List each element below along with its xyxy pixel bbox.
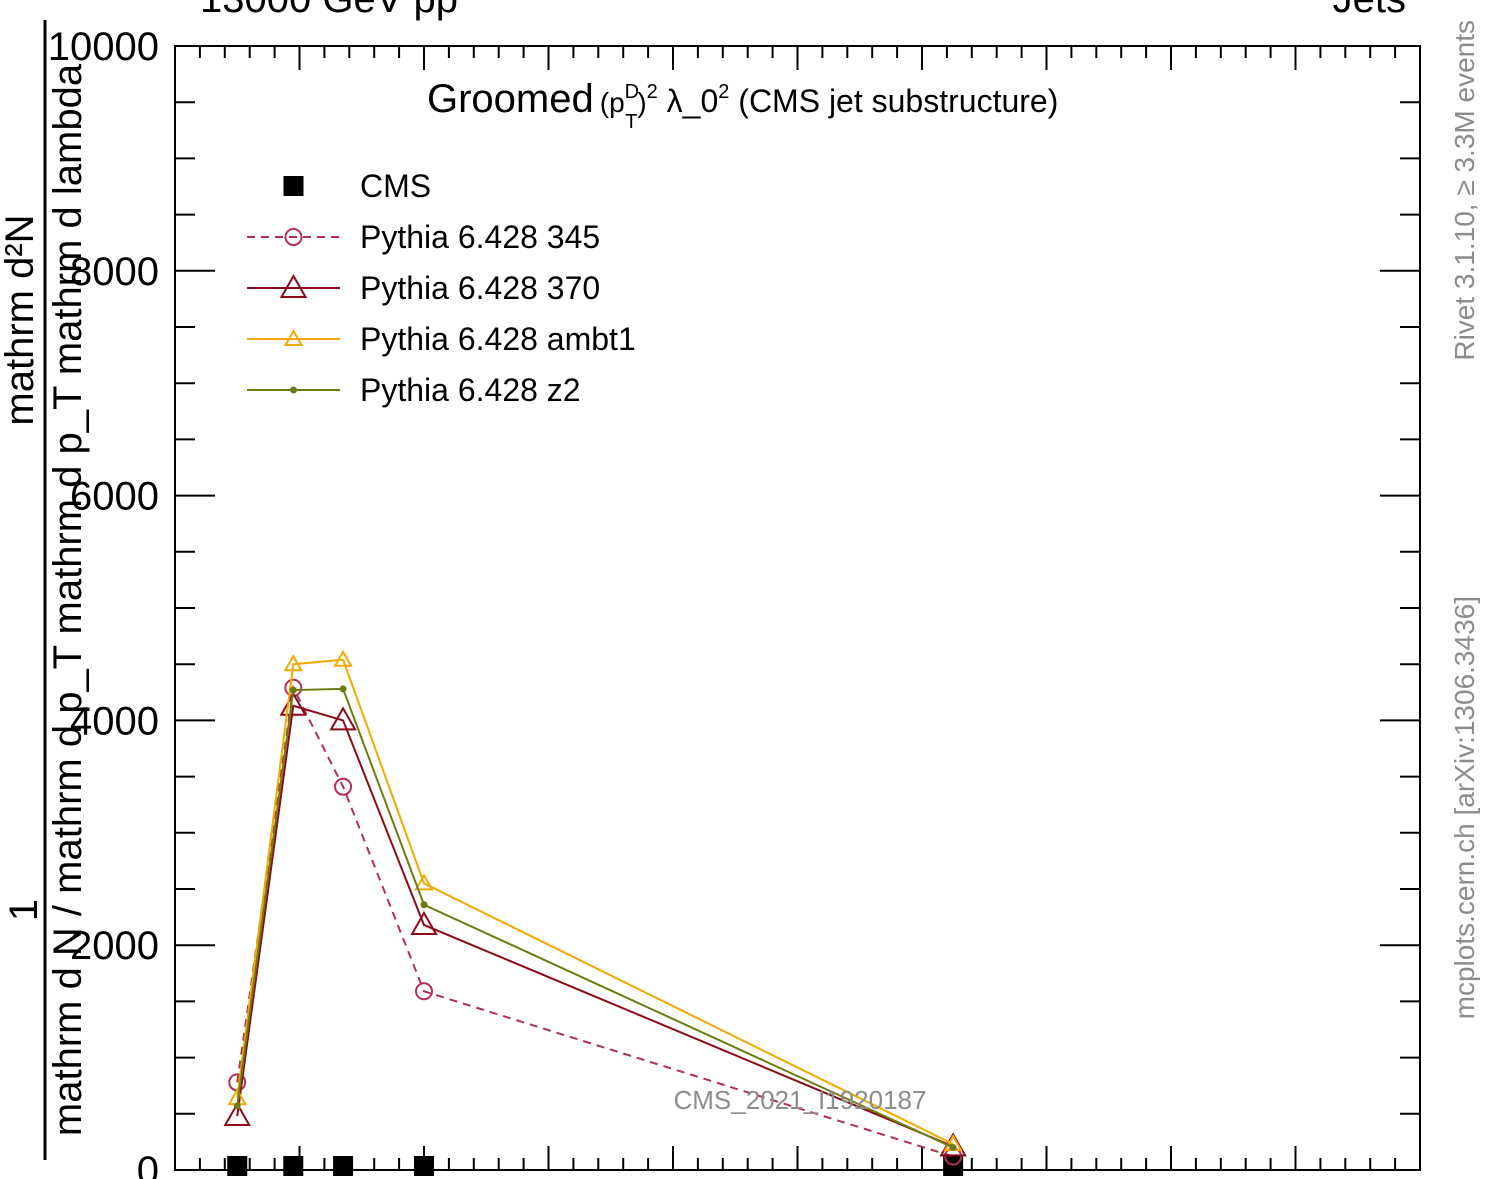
data-point-circle xyxy=(415,982,433,1001)
header-left-label: 13000 GeV pp xyxy=(200,0,458,21)
y-tick-label: 6000 xyxy=(70,475,159,519)
series-pythia-6-428-ambt1 xyxy=(227,649,963,1152)
y-axis-label: 1 mathrm d²N mathrm d N / mathrm d p_T m… xyxy=(0,20,90,1160)
data-point-dot xyxy=(339,685,347,693)
series-cms xyxy=(227,1156,964,1176)
legend-label: Pythia 6.428 345 xyxy=(360,219,600,255)
data-point-triangle xyxy=(329,706,357,731)
legend-item: CMS xyxy=(283,168,431,204)
title-tail: λ_0 xyxy=(658,83,718,119)
series-line xyxy=(236,704,954,1148)
title-sup-2: 2 xyxy=(647,81,658,103)
data-point-dot xyxy=(949,1144,957,1152)
data-point-small-triangle xyxy=(414,873,434,891)
legend-item: Pythia 6.428 z2 xyxy=(247,372,581,408)
y-tick-label: 2000 xyxy=(70,924,159,968)
y-tick-labels: 0 2000 4000 6000 8000 10000 xyxy=(48,25,159,1179)
y-tick-label: 0 xyxy=(137,1149,159,1179)
legend: CMS Pythia 6.428 345 Pythia 6.428 370 Pythi… xyxy=(247,168,636,408)
plot-frame xyxy=(174,45,1421,1171)
series-pythia-6-428-345 xyxy=(228,678,963,1166)
data-point-small-triangle xyxy=(283,328,304,346)
data-point-dot xyxy=(420,901,428,909)
title-lead: Groomed xyxy=(427,77,594,121)
series-line xyxy=(236,684,954,1158)
series-pythia-6-428-z2 xyxy=(233,685,957,1152)
title-end: (CMS jet substructure) xyxy=(729,83,1058,119)
title-p: (p xyxy=(600,87,625,118)
data-point-triangle xyxy=(410,910,438,935)
series-line xyxy=(236,658,954,1146)
data-point-triangle xyxy=(223,1102,251,1127)
data-point-small-triangle xyxy=(333,649,353,667)
legend-label: Pythia 6.428 ambt1 xyxy=(360,321,636,357)
chart-title: Groomed (pD T)2 λ_02 (CMS jet substructure… xyxy=(427,77,1058,133)
data-point-small-triangle xyxy=(283,654,303,672)
data-point-square xyxy=(283,176,304,196)
title-sup-2b: 2 xyxy=(718,81,729,103)
header-right-label: Jets xyxy=(1333,0,1406,21)
legend-label: Pythia 6.428 z2 xyxy=(360,372,581,408)
y-tick-label: 10000 xyxy=(48,25,159,69)
title-sup-d: D xyxy=(625,81,639,103)
y-label-numerator: mathrm d²N xyxy=(0,214,42,425)
y-label-one: 1 xyxy=(2,899,46,921)
legend-label: Pythia 6.428 370 xyxy=(360,270,600,306)
series-layer xyxy=(223,649,967,1176)
data-point-circle xyxy=(284,228,303,246)
rivet-version-label: Rivet 3.1.10, ≥ 3.3M events xyxy=(1449,20,1480,361)
y-tick-label: 8000 xyxy=(70,250,159,294)
data-point-dot xyxy=(233,1102,241,1110)
legend-item: Pythia 6.428 370 xyxy=(247,270,600,306)
analysis-watermark: CMS_2021_I1920187 xyxy=(674,1085,927,1115)
data-point-square xyxy=(943,1156,964,1176)
data-point-square xyxy=(333,1156,354,1176)
legend-item: Pythia 6.428 ambt1 xyxy=(247,321,636,357)
data-point-square xyxy=(414,1156,434,1176)
legend-item: Pythia 6.428 345 xyxy=(247,219,600,255)
mcplots-label: mcplots.cern.ch [arXiv:1306.3436] xyxy=(1449,596,1480,1019)
data-point-circle xyxy=(334,777,353,796)
data-point-triangle xyxy=(279,273,308,298)
axis-ticks xyxy=(174,45,1421,1171)
series-line xyxy=(236,687,954,1149)
data-point-square xyxy=(227,1156,248,1176)
data-point-dot xyxy=(289,686,297,694)
title-close: ) xyxy=(637,87,646,118)
y-label-denominator: mathrm d N / mathrm d p_T mathrm d p_T m… xyxy=(46,63,90,1136)
data-point-dot xyxy=(290,386,297,394)
y-tick-label: 4000 xyxy=(70,699,159,743)
title-sub-t: T xyxy=(625,111,637,133)
data-point-square xyxy=(283,1156,304,1176)
legend-label: CMS xyxy=(360,168,431,204)
